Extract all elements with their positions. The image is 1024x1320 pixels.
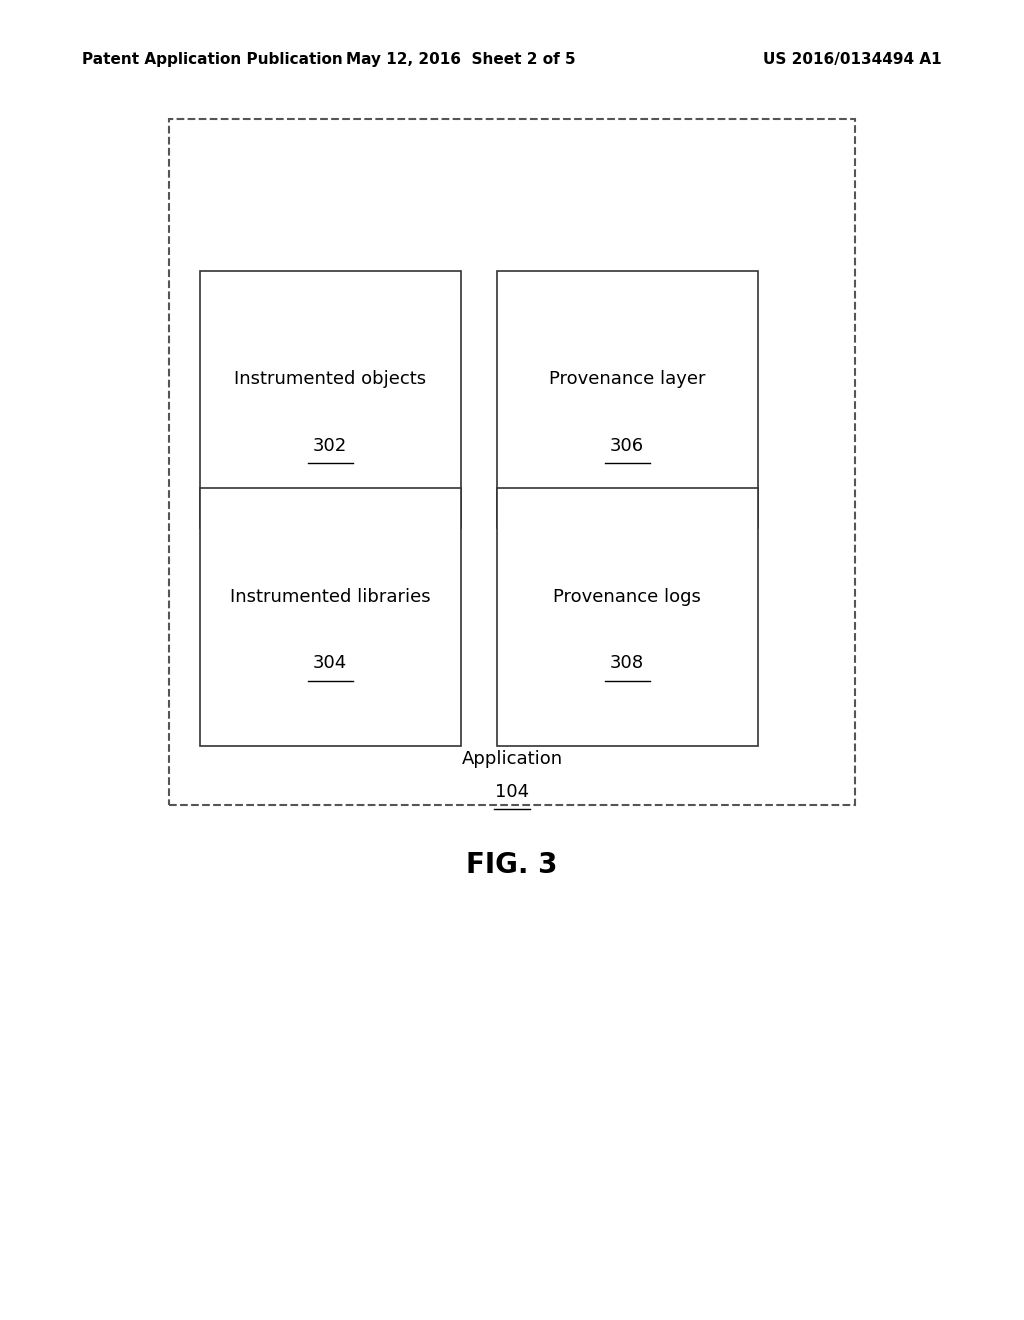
FancyBboxPatch shape [200, 488, 461, 746]
Text: Patent Application Publication: Patent Application Publication [82, 51, 343, 67]
FancyBboxPatch shape [497, 488, 758, 746]
FancyBboxPatch shape [497, 271, 758, 528]
Text: May 12, 2016  Sheet 2 of 5: May 12, 2016 Sheet 2 of 5 [346, 51, 575, 67]
Text: Provenance logs: Provenance logs [553, 587, 701, 606]
Text: 306: 306 [610, 437, 644, 454]
Text: Application: Application [462, 750, 562, 768]
Text: 104: 104 [495, 783, 529, 801]
Text: 302: 302 [313, 437, 347, 454]
Text: 304: 304 [313, 655, 347, 672]
Text: US 2016/0134494 A1: US 2016/0134494 A1 [764, 51, 942, 67]
FancyBboxPatch shape [200, 271, 461, 528]
Text: FIG. 3: FIG. 3 [466, 850, 558, 879]
Text: Instrumented objects: Instrumented objects [234, 370, 426, 388]
Text: Provenance layer: Provenance layer [549, 370, 706, 388]
Text: Instrumented libraries: Instrumented libraries [230, 587, 430, 606]
Text: 308: 308 [610, 655, 644, 672]
